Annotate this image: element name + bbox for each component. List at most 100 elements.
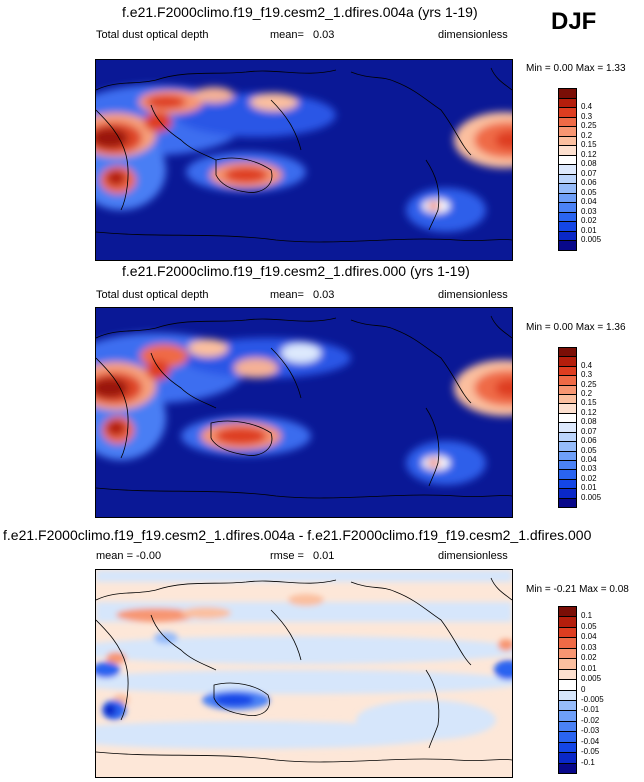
colorbar-tick-label: 0.3	[581, 111, 593, 121]
colorbar-swatch	[558, 658, 577, 670]
colorbar-tick-label: 0.05	[581, 445, 597, 455]
colorbar-tick-label: 0.25	[581, 379, 597, 389]
panel2-title: f.e21.F2000climo.f19_f19.cesm2_1.dfires.…	[122, 263, 470, 279]
colorbar-tick-label: -0.05	[581, 747, 600, 757]
colorbar-swatch	[558, 164, 577, 175]
panel1-mean-label: mean=	[270, 29, 304, 41]
panel1-title: f.e21.F2000climo.f19_f19.cesm2_1.dfires.…	[122, 4, 478, 20]
panel1-units: dimensionless	[438, 29, 508, 41]
panel3-colorbar: -0.1 -0.05 -0.04 -0.03 -0.02 -0.01 -0.005 0 0.00…	[558, 606, 618, 774]
colorbar-tick-label: 0.2	[581, 389, 593, 399]
colorbar-tick-label: 0.15	[581, 398, 597, 408]
colorbar-swatch	[558, 752, 577, 764]
colorbar-tick-label: 0.15	[581, 140, 597, 150]
panel3-units: dimensionless	[438, 550, 508, 562]
colorbar-swatch	[558, 450, 577, 461]
colorbar-tick-label: 0.03	[581, 464, 597, 474]
colorbar-tick-label: 0.01	[581, 225, 597, 235]
colorbar-swatch	[558, 126, 577, 137]
panel3-mean: mean = -0.00	[96, 550, 162, 562]
colorbar-swatch	[558, 412, 577, 424]
colorbar-tick-label: -0.03	[581, 726, 600, 736]
panel2-variable: Total dust optical depth	[96, 289, 209, 301]
colorbar-tick-label: -0.005	[581, 694, 604, 704]
colorbar-swatch	[558, 356, 577, 367]
colorbar-swatch	[558, 689, 577, 701]
colorbar-swatch	[558, 135, 577, 147]
colorbar-tick-label: -0.04	[581, 736, 600, 746]
panel1-colorbar: 0.005 0.01 0.02 0.03 0.04 0.05 0.06 0.07 0.08 0.1…	[558, 88, 618, 251]
colorbar-swatch	[558, 699, 577, 712]
colorbar-swatch	[558, 221, 577, 232]
colorbar-tick-label: 0.08	[581, 417, 597, 427]
panel1-variable: Total dust optical depth	[96, 29, 209, 41]
panel2-units: dimensionless	[438, 289, 508, 301]
colorbar-swatch	[558, 154, 577, 166]
colorbar-swatch	[558, 384, 577, 396]
colorbar-swatch	[558, 230, 577, 242]
colorbar-tick-label: 0.07	[581, 168, 597, 178]
colorbar-tick-label: 0.2	[581, 130, 593, 140]
colorbar-swatch	[558, 422, 577, 433]
colorbar-swatch	[558, 459, 577, 471]
colorbar-swatch	[558, 626, 577, 639]
colorbar-swatch	[558, 668, 577, 681]
colorbar-swatch	[558, 375, 577, 386]
panel2-colorbar: 0.005 0.01 0.02 0.03 0.04 0.05 0.06 0.07 0.08 0.1…	[558, 347, 618, 508]
colorbar-swatch	[558, 192, 577, 204]
colorbar-swatch	[558, 679, 577, 691]
colorbar-swatch	[558, 403, 577, 414]
colorbar-swatch	[558, 441, 577, 452]
colorbar-tick-label: 0.4	[581, 360, 593, 370]
colorbar-tick-label: 0.06	[581, 178, 597, 188]
season-label: DJF	[551, 8, 597, 35]
panel3-map	[95, 569, 513, 778]
colorbar-tick-label: -0.1	[581, 757, 595, 767]
colorbar-tick-label: 0.01	[581, 663, 597, 673]
colorbar-swatch	[558, 202, 577, 213]
colorbar-swatch	[558, 116, 577, 128]
colorbar-tick-label: 0.3	[581, 370, 593, 380]
colorbar-tick-label: 0.1	[581, 611, 593, 621]
panel1-coastlines	[96, 67, 512, 243]
colorbar-swatch	[558, 497, 577, 508]
colorbar-swatch	[558, 616, 577, 628]
colorbar-swatch	[558, 145, 577, 156]
colorbar-tick-label: 0.04	[581, 454, 597, 464]
panel1-minmax: Min = 0.00 Max = 1.33	[526, 63, 626, 74]
colorbar-tick-label: 0.4	[581, 102, 593, 112]
colorbar-tick-label: 0.005	[581, 674, 602, 684]
colorbar-tick-label: 0.02	[581, 653, 597, 663]
colorbar-tick-label: -0.01	[581, 705, 600, 715]
colorbar-swatch	[558, 637, 577, 649]
colorbar-swatch	[558, 347, 577, 358]
colorbar-tick-label: 0.04	[581, 632, 597, 642]
colorbar-swatch	[558, 731, 577, 743]
colorbar-tick-label: 0	[581, 684, 586, 694]
colorbar-swatch	[558, 173, 577, 185]
colorbar-tick-label: 0.04	[581, 197, 597, 207]
colorbar-tick-label: 0.01	[581, 483, 597, 493]
colorbar-swatch	[558, 488, 577, 499]
colorbar-tick-label: 0.03	[581, 642, 597, 652]
colorbar-swatch	[558, 720, 577, 733]
colorbar-tick-label: 0.005	[581, 235, 602, 245]
colorbar-swatch	[558, 97, 577, 109]
colorbar-tick-label: 0.005	[581, 492, 602, 502]
colorbar-swatch	[558, 107, 577, 118]
colorbar-tick-label: -0.02	[581, 715, 600, 725]
panel2-minmax: Min = 0.00 Max = 1.36	[526, 322, 626, 333]
panel2-mean-value: 0.03	[313, 289, 335, 301]
panel3-coastlines	[96, 577, 512, 763]
colorbar-tick-label: 0.25	[581, 121, 597, 131]
colorbar-tick-label: 0.05	[581, 621, 597, 631]
colorbar-tick-label: 0.02	[581, 473, 597, 483]
panel3-difference-field	[96, 570, 512, 749]
colorbar-swatch	[558, 606, 577, 618]
panel1-map	[95, 59, 513, 261]
colorbar-swatch	[558, 394, 577, 405]
colorbar-swatch	[558, 710, 577, 722]
panel3-rmse-label: rmse =	[270, 550, 304, 562]
panel3-minmax: Min = -0.21 Max = 0.08	[526, 584, 629, 595]
colorbar-swatch	[558, 762, 577, 774]
